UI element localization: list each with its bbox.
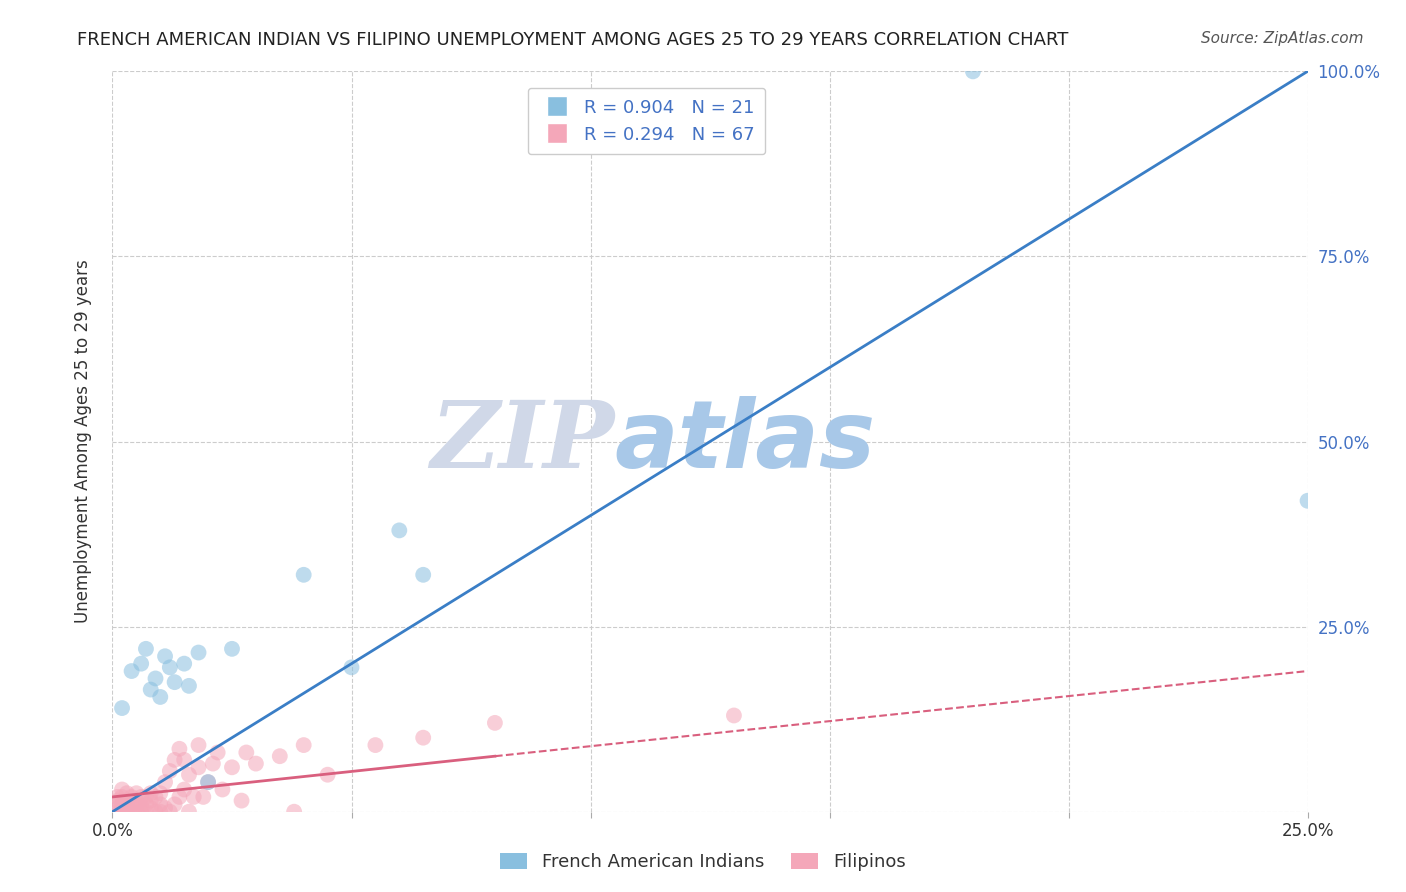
- Point: [187, 760, 209, 774]
- Point: [173, 782, 195, 797]
- Point: [340, 660, 363, 674]
- Point: [105, 789, 128, 804]
- Point: [135, 797, 157, 812]
- Point: [149, 797, 172, 812]
- Point: [135, 805, 157, 819]
- Point: [145, 789, 167, 804]
- Point: [125, 786, 148, 800]
- Point: [129, 657, 152, 671]
- Point: [111, 782, 134, 797]
- Text: FRENCH AMERICAN INDIAN VS FILIPINO UNEMPLOYMENT AMONG AGES 25 TO 29 YEARS CORREL: FRENCH AMERICAN INDIAN VS FILIPINO UNEMP…: [77, 31, 1069, 49]
- Point: [159, 805, 181, 819]
- Point: [149, 786, 172, 800]
- Point: [207, 746, 229, 760]
- Point: [145, 805, 167, 819]
- Point: [139, 801, 162, 815]
- Point: [169, 741, 191, 756]
- Text: Source: ZipAtlas.com: Source: ZipAtlas.com: [1201, 31, 1364, 46]
- Legend: French American Indians, Filipinos: French American Indians, Filipinos: [494, 846, 912, 879]
- Point: [193, 789, 215, 804]
- Point: [412, 567, 434, 582]
- Point: [149, 805, 172, 819]
- Y-axis label: Unemployment Among Ages 25 to 29 years: Unemployment Among Ages 25 to 29 years: [73, 260, 91, 624]
- Point: [163, 797, 186, 812]
- Point: [316, 767, 339, 781]
- Point: [197, 775, 219, 789]
- Point: [105, 805, 128, 819]
- Point: [121, 805, 143, 819]
- Point: [159, 764, 181, 778]
- Point: [292, 738, 315, 752]
- Legend: R = 0.904   N = 21, R = 0.294   N = 67: R = 0.904 N = 21, R = 0.294 N = 67: [527, 87, 765, 154]
- Point: [125, 798, 148, 813]
- Point: [111, 789, 134, 804]
- Point: [111, 701, 134, 715]
- Point: [292, 567, 315, 582]
- Point: [169, 789, 191, 804]
- Point: [159, 660, 181, 674]
- Point: [388, 524, 411, 538]
- Point: [177, 767, 200, 781]
- Point: [163, 675, 186, 690]
- Point: [125, 805, 148, 819]
- Point: [484, 715, 506, 730]
- Point: [139, 786, 162, 800]
- Point: [153, 649, 176, 664]
- Point: [121, 797, 143, 812]
- Point: [221, 641, 243, 656]
- Point: [115, 794, 138, 808]
- Point: [111, 805, 134, 819]
- Point: [153, 775, 176, 789]
- Point: [115, 805, 138, 819]
- Point: [211, 782, 233, 797]
- Point: [129, 789, 152, 804]
- Point: [173, 753, 195, 767]
- Point: [269, 749, 291, 764]
- Point: [1296, 493, 1319, 508]
- Point: [283, 805, 305, 819]
- Text: ZIP: ZIP: [430, 397, 614, 486]
- Point: [412, 731, 434, 745]
- Point: [111, 801, 134, 815]
- Point: [135, 789, 157, 804]
- Point: [139, 682, 162, 697]
- Point: [145, 672, 167, 686]
- Point: [231, 794, 253, 808]
- Point: [201, 756, 224, 771]
- Point: [723, 708, 745, 723]
- Point: [153, 801, 176, 815]
- Point: [121, 664, 143, 678]
- Point: [962, 64, 984, 78]
- Point: [111, 797, 134, 812]
- Point: [183, 789, 205, 804]
- Point: [125, 794, 148, 808]
- Point: [139, 794, 162, 808]
- Point: [364, 738, 387, 752]
- Point: [197, 775, 219, 789]
- Point: [105, 794, 128, 808]
- Point: [105, 797, 128, 812]
- Point: [105, 801, 128, 815]
- Point: [129, 805, 152, 819]
- Point: [245, 756, 267, 771]
- Point: [115, 801, 138, 815]
- Point: [121, 789, 143, 804]
- Point: [163, 753, 186, 767]
- Point: [187, 738, 209, 752]
- Point: [173, 657, 195, 671]
- Point: [221, 760, 243, 774]
- Point: [177, 805, 200, 819]
- Point: [135, 641, 157, 656]
- Point: [129, 798, 152, 813]
- Text: atlas: atlas: [614, 395, 876, 488]
- Point: [235, 746, 257, 760]
- Point: [149, 690, 172, 704]
- Point: [115, 786, 138, 800]
- Point: [177, 679, 200, 693]
- Point: [187, 646, 209, 660]
